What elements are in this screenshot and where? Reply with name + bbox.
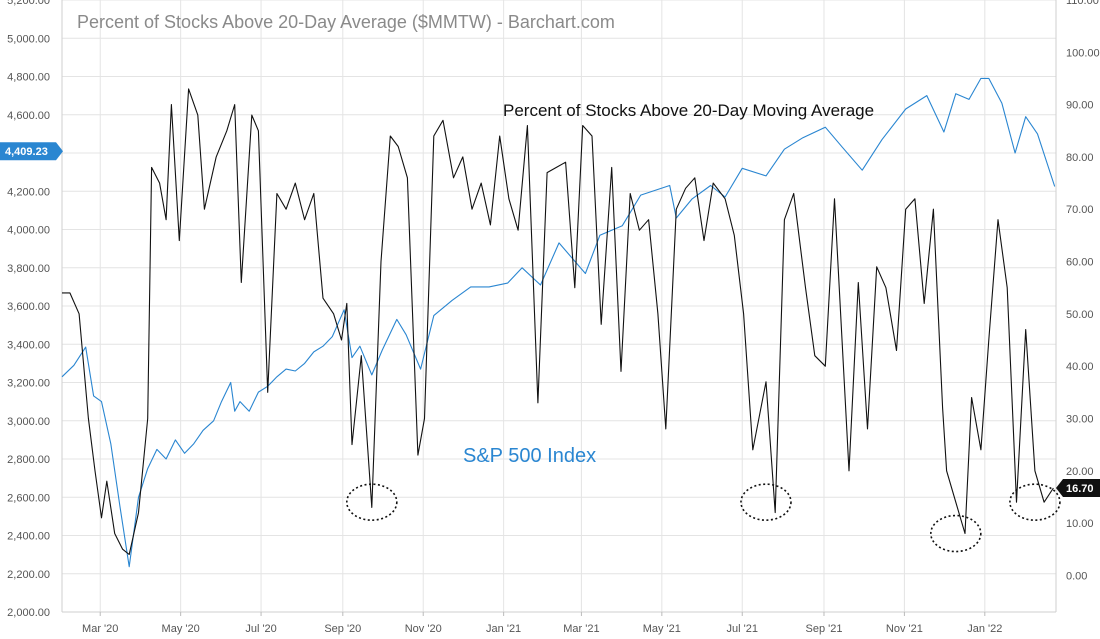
right-tick-label: 40.00	[1066, 361, 1094, 373]
left-tick-label: 4,800.00	[7, 72, 50, 84]
x-tick-label: May '21	[643, 623, 681, 635]
highlight-circle	[346, 483, 398, 521]
left-tick-label: 4,600.00	[7, 110, 50, 122]
left-tick-label: 3,800.00	[7, 263, 50, 275]
x-tick-label: Sep '20	[324, 623, 361, 635]
last-value-badges: 4,409.23 16.70	[0, 142, 1100, 498]
right-tick-label: 60.00	[1066, 257, 1094, 269]
highlight-circles	[346, 483, 1061, 553]
left-tick-label: 3,600.00	[7, 301, 50, 313]
left-tick-label: 3,000.00	[7, 416, 50, 428]
right-tick-label: 100.00	[1066, 47, 1100, 59]
right-tick-label: 50.00	[1066, 309, 1094, 321]
chart-title: Percent of Stocks Above 20-Day Average (…	[77, 12, 615, 32]
right-tick-label: 110.00	[1066, 0, 1099, 7]
left-tick-label: 4,000.00	[7, 225, 50, 237]
axes: 2,000.00 2,200.00 2,400.00 2,600.00 2,800.00…	[7, 0, 1100, 635]
left-tick-label: 2,600.00	[7, 492, 50, 504]
x-tick-label: Jan '21	[486, 623, 521, 635]
left-tick-label: 2,200.00	[7, 569, 50, 581]
sp500-line	[61, 77, 1056, 568]
sp500-last-value-label: 4,409.23	[5, 146, 48, 158]
right-tick-label: 0.00	[1066, 570, 1087, 582]
x-tick-label: Mar '21	[563, 623, 599, 635]
left-tick-label: 3,200.00	[7, 378, 50, 390]
left-tick-label: 5,200.00	[7, 0, 50, 7]
right-tick-label: 80.00	[1066, 152, 1094, 164]
left-tick-label: 3,400.00	[7, 339, 50, 351]
sp500-last-value-badge	[0, 142, 63, 161]
left-tick-label: 4,200.00	[7, 186, 50, 198]
annotation-mmtw: Percent of Stocks Above 20-Day Moving Av…	[503, 101, 874, 120]
highlight-circle	[1009, 483, 1061, 521]
x-tick-label: Jul '21	[727, 623, 758, 635]
right-tick-label: 70.00	[1066, 204, 1094, 216]
right-tick-label: 90.00	[1066, 100, 1094, 112]
mmtw-last-value-label: 16.70	[1066, 483, 1094, 495]
left-tick-label: 5,000.00	[7, 33, 50, 45]
x-tick-label: Nov '21	[886, 623, 923, 635]
mmtw-line	[62, 88, 1054, 556]
right-tick-label: 10.00	[1066, 518, 1094, 530]
x-tick-label: Mar '20	[82, 623, 118, 635]
x-tick-label: Nov '20	[405, 623, 442, 635]
series-percent-above-20-day	[61, 88, 1054, 556]
highlight-circle	[930, 514, 982, 553]
x-tick-label: Jul '20	[245, 623, 276, 635]
annotation-sp500: S&P 500 Index	[463, 445, 596, 467]
left-tick-label: 2,800.00	[7, 454, 50, 466]
x-tick-label: Sep '21	[805, 623, 842, 635]
left-tick-label: 2,400.00	[7, 531, 50, 543]
left-tick-label: 2,000.00	[7, 607, 50, 619]
mmtw-last-value-badge	[1056, 479, 1100, 498]
x-tick-label: May '20	[162, 623, 200, 635]
right-tick-label: 20.00	[1066, 466, 1094, 478]
right-tick-label: 30.00	[1066, 413, 1094, 425]
x-tick-label: Jan '22	[967, 623, 1002, 635]
highlight-circle	[740, 483, 792, 521]
